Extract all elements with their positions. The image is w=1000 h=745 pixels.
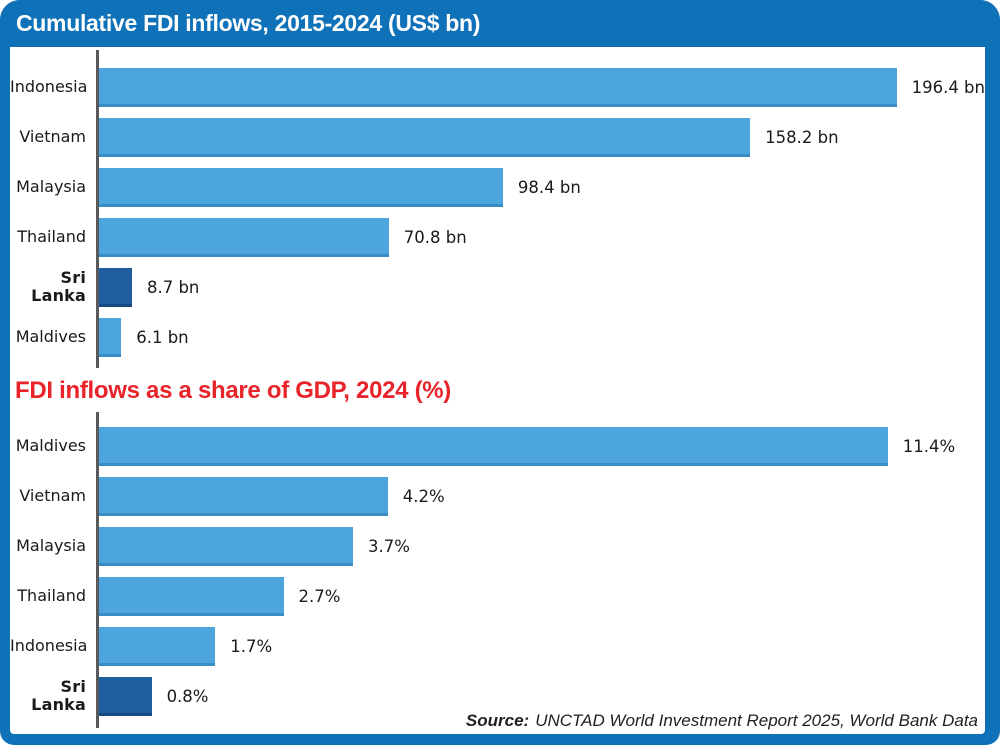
value-label: 8.7 bn (146, 277, 200, 297)
value-label: 98.4 bn (517, 177, 581, 197)
value-label: 2.7% (298, 586, 341, 606)
bar-row-malaysia: Malaysia 98.4 bn (10, 162, 985, 212)
category-label: Malaysia (16, 536, 86, 556)
category-label: Vietnam (19, 486, 86, 506)
category-label: Vietnam (19, 127, 86, 147)
category-label: Maldives (15, 327, 86, 347)
bar-area: 3.7% (96, 526, 985, 566)
category-label: Thailand (17, 227, 86, 247)
bar-row-vietnam: Vietnam 4.2% (10, 471, 985, 521)
bar-row-thailand: Thailand 70.8 bn (10, 212, 985, 262)
bar (97, 67, 897, 107)
category-label: Thailand (17, 586, 86, 606)
value-label: 1.7% (230, 636, 273, 656)
bar-row-vietnam: Vietnam 158.2 bn (10, 112, 985, 162)
bar-row-maldives: Maldives 11.4% (10, 421, 985, 471)
bar-area: 8.7 bn (96, 267, 985, 307)
bar-area: 4.2% (96, 476, 985, 516)
bar-area: 158.2 bn (96, 117, 985, 157)
value-label: 158.2 bn (765, 127, 839, 147)
value-label: 0.8% (166, 686, 209, 706)
bar-area: 6.1 bn (96, 317, 985, 357)
bar (97, 626, 216, 666)
category-label: Maldives (15, 436, 86, 456)
bar (96, 426, 888, 466)
value-label: 6.1 bn (136, 327, 189, 347)
chart-panel: Indonesia 196.4 bn Vietnam 158.2 bn Malaysia… (10, 47, 985, 734)
value-label: 11.4% (902, 436, 956, 456)
bar-highlighted (96, 676, 152, 716)
bar-row-malaysia: Malaysia 3.7% (10, 521, 985, 571)
bar (96, 317, 122, 357)
chart1-y-axis-line (96, 50, 99, 368)
bar (96, 217, 389, 257)
bar-area: 1.7% (97, 626, 985, 666)
bar-area: 196.4 bn (97, 67, 985, 107)
bar-area: 0.8% (96, 676, 985, 716)
chart2-y-axis-line (96, 412, 99, 728)
bar (96, 167, 503, 207)
bar (96, 117, 751, 157)
bar-area: 70.8 bn (96, 217, 985, 257)
value-label: 70.8 bn (403, 227, 467, 247)
bar-area: 98.4 bn (96, 167, 985, 207)
bar-row-thailand: Thailand 2.7% (10, 571, 985, 621)
category-label: Indonesia (10, 636, 88, 656)
chart1-title: Cumulative FDI inflows, 2015-2024 (US$ b… (16, 10, 481, 36)
category-label: Indonesia (10, 77, 88, 97)
bar-area: 2.7% (96, 576, 985, 616)
bar-row-sri-lanka: Sri Lanka 8.7 bn (10, 262, 985, 312)
bar-highlighted (96, 267, 132, 307)
cumulative-fdi-inflows-chart: Indonesia 196.4 bn Vietnam 158.2 bn Malaysia… (10, 50, 985, 368)
bar (96, 476, 388, 516)
bar-row-indonesia: Indonesia 1.7% (10, 621, 985, 671)
value-label: 196.4 bn (911, 77, 985, 97)
bar-row-sri-lanka: Sri Lanka 0.8% (10, 671, 985, 721)
source-label: Source: (465, 711, 530, 730)
category-label: Malaysia (16, 177, 86, 197)
category-label: Sri Lanka (31, 268, 86, 305)
fdi-share-of-gdp-chart: Maldives 11.4% Vietnam 4.2% Malaysia 3.7% Thai… (10, 412, 985, 728)
category-label: Sri Lanka (31, 677, 86, 714)
bar (96, 576, 284, 616)
source-note: Source: UNCTAD World Investment Report 20… (466, 711, 978, 731)
value-label: 4.2% (402, 486, 445, 506)
value-label: 3.7% (367, 536, 410, 556)
bar (96, 526, 353, 566)
bar-row-maldives: Maldives 6.1 bn (10, 312, 985, 362)
source-text: UNCTAD World Investment Report 2025, Wor… (535, 711, 978, 730)
chart2-title: FDI inflows as a share of GDP, 2024 (%) (15, 377, 452, 404)
top-banner: Cumulative FDI inflows, 2015-2024 (US$ b… (0, 0, 1000, 47)
bar-area: 11.4% (96, 426, 985, 466)
bar-row-indonesia: Indonesia 196.4 bn (10, 62, 985, 112)
